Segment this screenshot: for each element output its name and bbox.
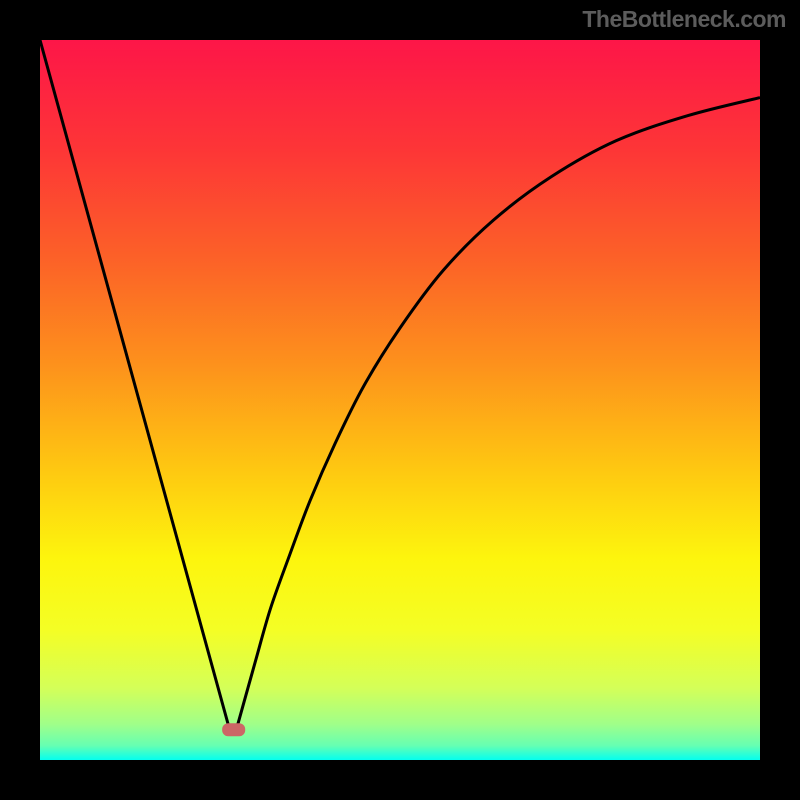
- curve-left-segment: [40, 40, 229, 726]
- watermark-text: TheBottleneck.com: [582, 6, 786, 33]
- curve-marker: [222, 723, 245, 736]
- curve-right-segment: [237, 98, 760, 727]
- curve-overlay: [40, 40, 760, 760]
- plot-area: [40, 40, 760, 760]
